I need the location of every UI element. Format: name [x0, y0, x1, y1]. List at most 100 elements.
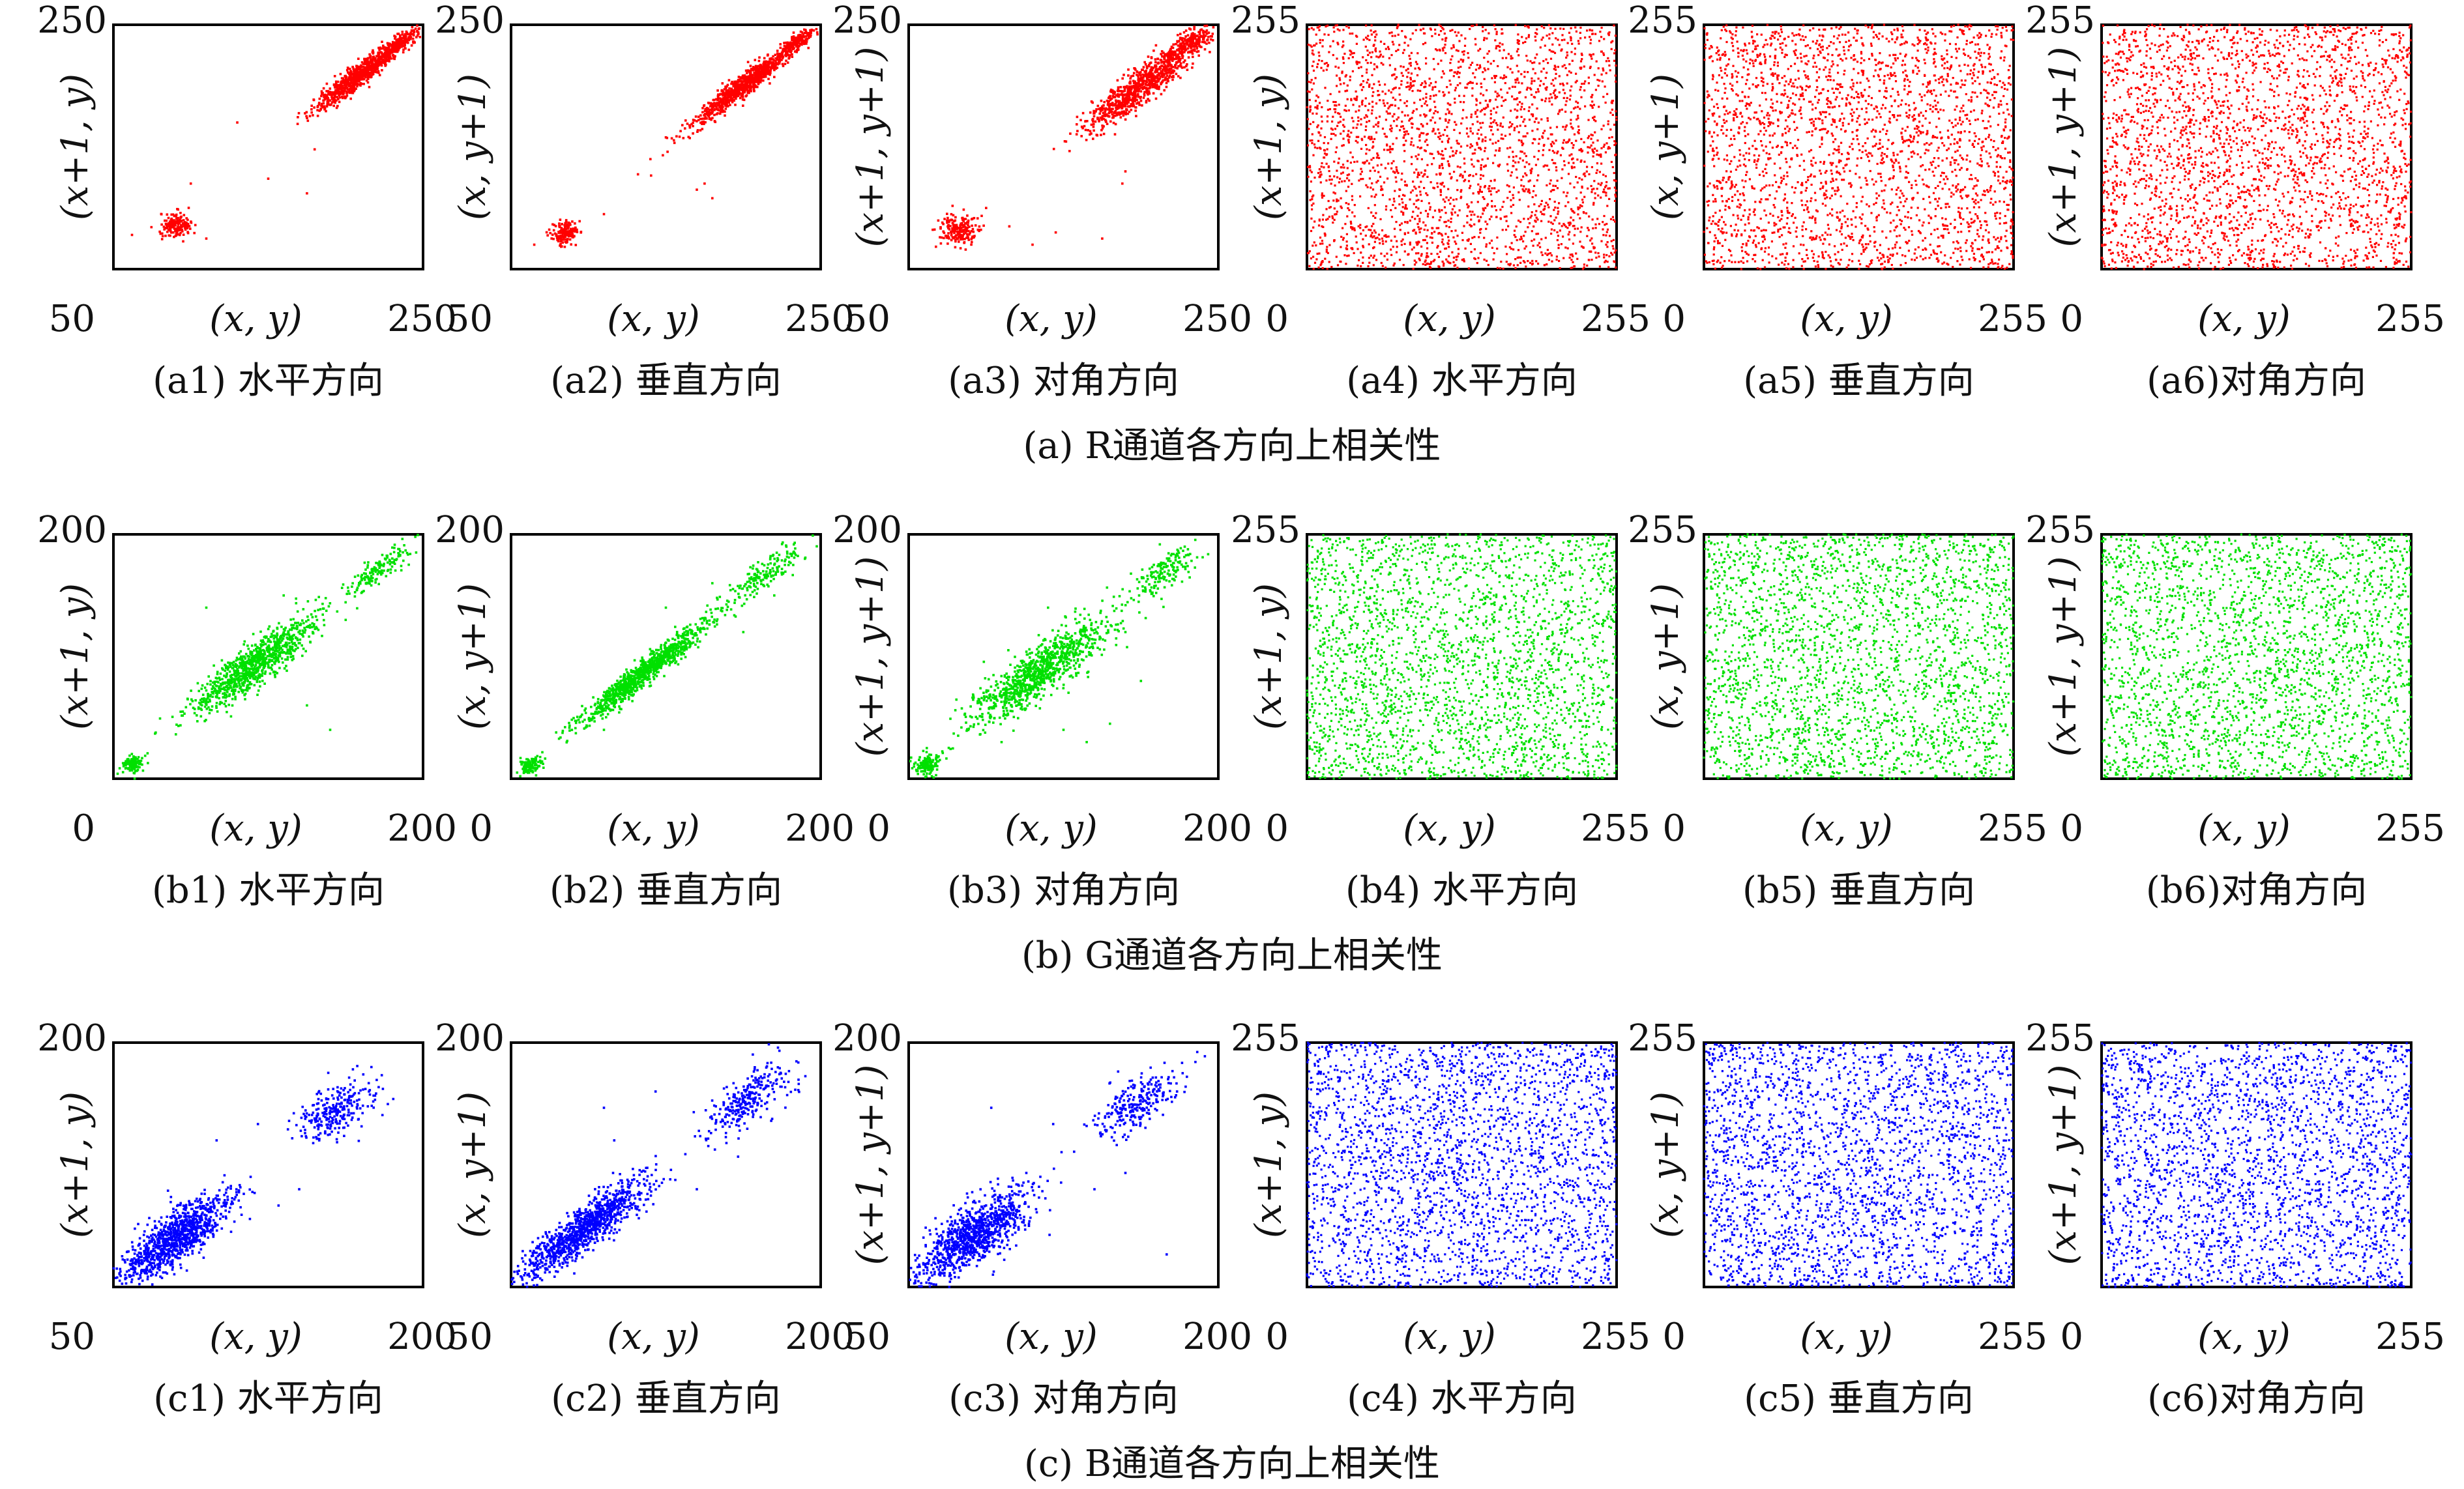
scatter-point: [666, 151, 669, 153]
scatter-point: [719, 97, 722, 100]
scatter-point: [800, 37, 803, 40]
scatter-point: [701, 111, 704, 113]
scatter-point: [168, 222, 170, 225]
scatter-point: [171, 220, 174, 222]
scatter-point: [369, 74, 372, 76]
scatter-point: [419, 36, 422, 38]
scatter-point: [411, 29, 413, 32]
scatter-point: [769, 82, 771, 85]
scatter-point: [733, 96, 735, 98]
scatter-point: [739, 83, 741, 86]
scatter-point: [166, 220, 168, 222]
scatter-point: [320, 95, 323, 98]
scatter-point: [412, 38, 415, 40]
scatter-point: [807, 47, 810, 50]
scatter-point: [332, 97, 334, 100]
scatter-point: [956, 227, 959, 230]
scatter-point: [726, 104, 729, 107]
scatter-point: [816, 33, 819, 36]
scatter-point: [417, 31, 420, 34]
scatter-point: [946, 235, 949, 237]
scatter-point: [752, 75, 754, 78]
scatter-point: [1158, 85, 1160, 88]
scatter-point: [568, 222, 571, 225]
scatter-point: [1134, 109, 1137, 112]
scatter-point: [375, 71, 377, 74]
scatter-point: [339, 91, 342, 94]
scatter-point: [792, 38, 795, 41]
scatter-point: [804, 29, 807, 31]
scatter-point: [718, 109, 720, 112]
scatter-point: [946, 242, 949, 245]
scatter-point: [950, 233, 953, 235]
scatter-point: [967, 224, 969, 226]
scatter-point: [952, 205, 954, 207]
scatter-point: [385, 61, 387, 63]
scatter-point: [684, 127, 686, 130]
scatter-point: [312, 114, 314, 117]
x-min-tick-label: 50: [49, 298, 95, 340]
scatter-point: [349, 91, 351, 94]
scatter-point: [772, 55, 774, 58]
scatter-point: [1085, 139, 1088, 141]
scatter-point: [385, 50, 387, 53]
scatter-point: [361, 61, 364, 64]
scatter-point: [377, 70, 380, 73]
scatter-point: [175, 235, 177, 237]
scatter-point: [673, 139, 675, 142]
scatter-point: [1152, 92, 1155, 94]
scatter-point: [344, 84, 346, 87]
scatter-point: [706, 113, 709, 116]
scatter-point: [1140, 100, 1143, 102]
scatter-point: [802, 36, 805, 38]
scatter-point: [1167, 78, 1169, 80]
scatter-point: [671, 137, 673, 140]
scatter-point: [717, 93, 720, 96]
scatter-point: [947, 232, 950, 235]
scatter-point: [578, 220, 581, 223]
scatter-point: [558, 222, 561, 225]
scatter-point: [971, 230, 973, 233]
scatter-point: [168, 225, 171, 228]
scatter-point: [739, 78, 741, 81]
scatter-point: [815, 28, 818, 31]
scatter-point: [952, 237, 955, 240]
scatter-point: [392, 47, 395, 50]
scatter-point: [746, 94, 748, 97]
scatter-point: [713, 99, 716, 102]
scatter-point: [193, 232, 196, 235]
scatter-point: [703, 114, 705, 117]
scatter-point: [765, 62, 767, 65]
scatter-point: [1124, 90, 1126, 93]
scatter-point: [1186, 68, 1189, 71]
scatter-point: [376, 68, 379, 70]
scatter-point: [402, 51, 405, 53]
scatter-point: [791, 36, 793, 38]
scatter-point: [556, 236, 559, 239]
scatter-point: [563, 231, 566, 234]
scatter-point: [709, 105, 712, 108]
scatter-point: [961, 231, 964, 233]
scatter-point: [163, 228, 166, 231]
scatter-point: [770, 67, 772, 70]
scatter-point: [566, 231, 569, 234]
scatter-point: [373, 57, 375, 60]
scatter-point: [757, 83, 760, 85]
scatter-point: [726, 97, 728, 100]
scatter-point: [329, 87, 332, 90]
scatter-point: [1087, 129, 1089, 132]
scatter-point: [696, 188, 698, 191]
scatter-point: [1166, 86, 1168, 89]
scatter-point: [738, 76, 741, 78]
scatter-point: [349, 72, 351, 74]
scatter-point: [310, 105, 313, 108]
scatter-point: [681, 124, 684, 126]
scatter-point: [569, 239, 572, 241]
scatter-point: [181, 229, 183, 231]
scatter-point: [935, 246, 937, 248]
scatter-point: [965, 248, 967, 251]
scatter-point: [955, 234, 958, 237]
scatter-point: [706, 108, 709, 110]
scatter-point: [330, 104, 332, 106]
scatter-point: [559, 243, 562, 246]
